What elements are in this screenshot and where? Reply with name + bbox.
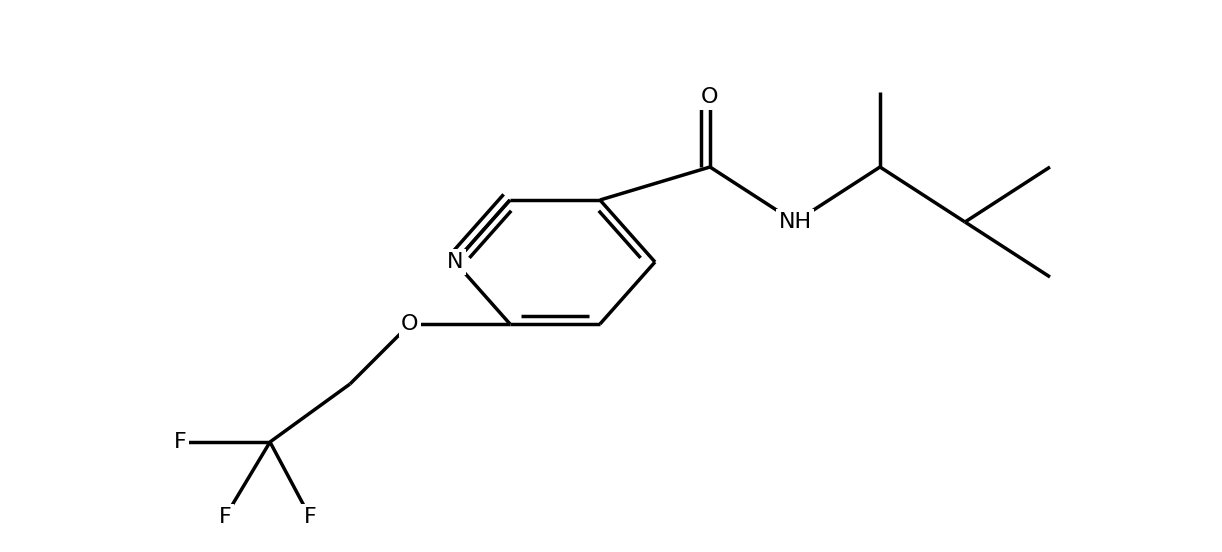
- Text: N: N: [447, 252, 463, 272]
- Text: F: F: [174, 432, 187, 452]
- Text: NH: NH: [778, 212, 811, 232]
- Text: F: F: [303, 507, 316, 527]
- Text: F: F: [219, 507, 231, 527]
- Text: O: O: [401, 314, 419, 334]
- Text: O: O: [701, 87, 719, 107]
